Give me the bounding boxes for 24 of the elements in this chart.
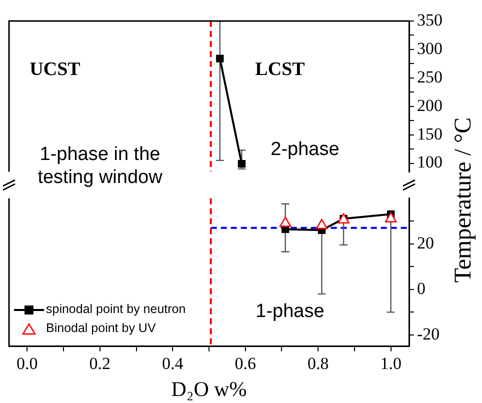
y-tick-label: 150: [417, 124, 442, 144]
x-tick-label: 1.0: [380, 354, 402, 374]
y-tick-label: 200: [417, 96, 442, 115]
legend-label: Binodal point by UV: [46, 320, 156, 337]
x-tick-label: 0.6: [234, 354, 256, 374]
x-tick-label: 0.0: [16, 354, 38, 374]
y-tick-label: 0: [417, 278, 426, 298]
y-axis-title: Temperature / °C: [450, 117, 478, 283]
y-tick-label: 20: [417, 233, 434, 252]
y-tick-label: 250: [417, 67, 442, 86]
annotation: 1-phase in the testing window: [36, 143, 164, 189]
y-tick-label: 350: [417, 10, 442, 30]
y-tick-label: 100: [417, 152, 442, 172]
annotation: 2-phase: [270, 138, 340, 161]
annotation: LCST: [254, 58, 306, 81]
legend-label: spinodal point by neutron: [46, 301, 186, 318]
y-tick-label: -20: [417, 324, 440, 344]
annotation: 1-phase: [254, 300, 326, 323]
annotation: UCST: [28, 58, 82, 81]
y-tick-label: 300: [417, 38, 442, 58]
x-tick-label: 0.4: [162, 354, 184, 374]
x-tick-label: 0.2: [89, 354, 111, 374]
x-axis-title: D₂O w%: [171, 376, 247, 401]
x-tick-label: 0.8: [307, 354, 329, 374]
